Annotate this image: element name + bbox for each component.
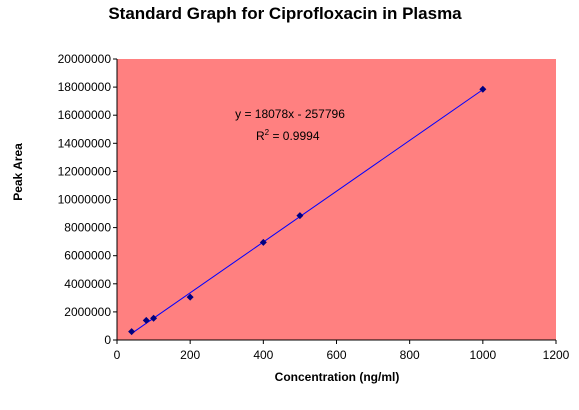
y-tick-label: 0 xyxy=(104,333,111,347)
data-point xyxy=(150,314,158,322)
x-tick-label: 1000 xyxy=(469,348,496,362)
data-point xyxy=(259,238,267,246)
chart-title: Standard Graph for Ciprofloxacin in Plas… xyxy=(108,4,462,23)
y-tick-label: 16000000 xyxy=(58,108,112,122)
x-tick-label: 800 xyxy=(400,348,420,362)
r-squared-superscript: 2 xyxy=(265,128,270,137)
trendline-equation: y = 18078x - 257796 xyxy=(235,107,345,121)
y-tick-label: 4000000 xyxy=(64,277,111,291)
data-point xyxy=(296,212,304,220)
r-squared-value: = 0.9994 xyxy=(269,129,320,143)
trendline xyxy=(131,89,484,334)
data-point xyxy=(128,328,136,336)
r-squared-label: R2 = 0.9994 xyxy=(256,128,320,143)
data-point xyxy=(479,85,487,93)
x-tick-label: 1200 xyxy=(543,348,570,362)
y-tick-label: 6000000 xyxy=(64,249,111,263)
trendline-layer xyxy=(131,89,484,334)
y-tick-label: 14000000 xyxy=(58,136,112,150)
x-tick-label: 400 xyxy=(253,348,273,362)
y-tick-label: 8000000 xyxy=(64,221,111,235)
data-points xyxy=(128,85,487,336)
r-squared-prefix: R xyxy=(256,129,265,143)
x-axis-title: Concentration (ng/ml) xyxy=(275,370,400,384)
y-axis-title: Peak Area xyxy=(11,143,25,201)
y-tick-label: 12000000 xyxy=(58,164,112,178)
x-tick-label: 200 xyxy=(180,348,200,362)
x-tick-label: 0 xyxy=(114,348,121,362)
data-point xyxy=(186,293,194,301)
data-point xyxy=(142,316,150,324)
x-tick-label: 600 xyxy=(326,348,346,362)
y-tick-label: 20000000 xyxy=(58,52,112,66)
y-tick-label: 10000000 xyxy=(58,193,112,207)
y-tick-label: 2000000 xyxy=(64,305,111,319)
axis-ticks: 0 2000000 4000000 6000000 8000000 10000000 120… xyxy=(58,52,570,362)
y-tick-label: 18000000 xyxy=(58,80,112,94)
